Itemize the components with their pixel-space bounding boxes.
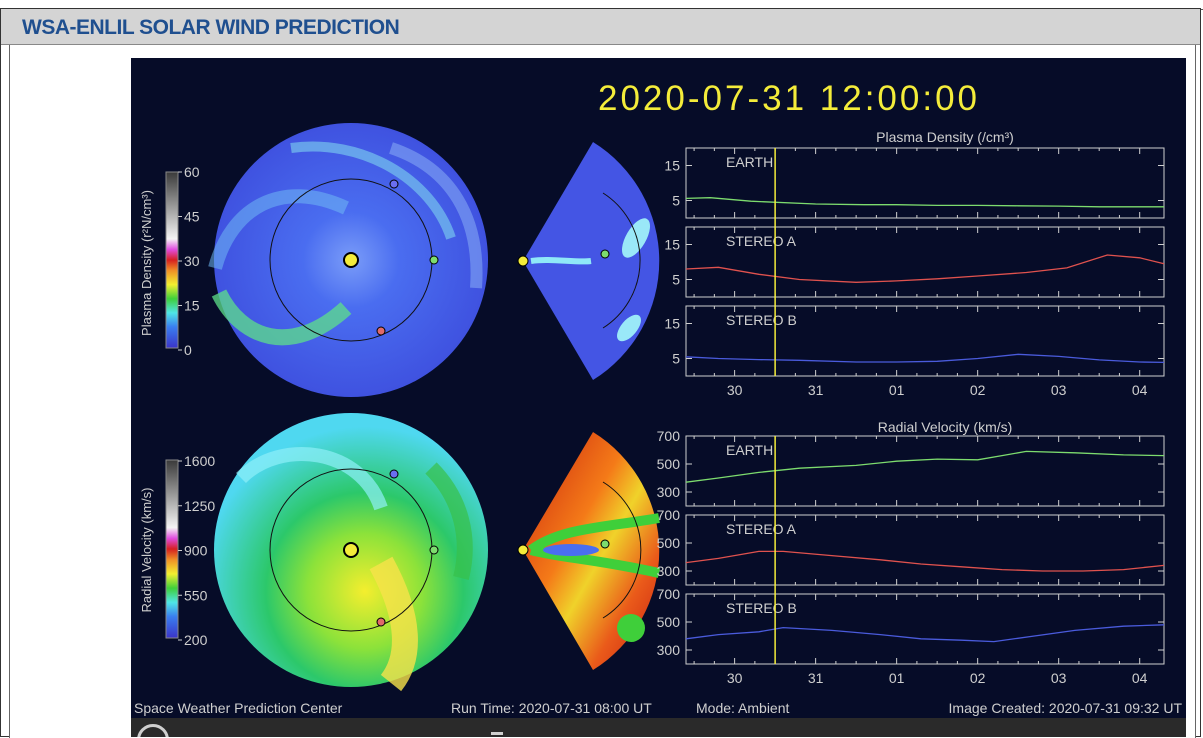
panel-title: WSA-ENLIL SOLAR WIND PREDICTION [22, 16, 400, 39]
series-name: EARTH [726, 154, 773, 170]
panel-frame [685, 514, 1165, 586]
panel-frame [685, 435, 1165, 507]
y-tick-label: 15 [664, 158, 680, 174]
series-name: STEREO B [726, 312, 797, 328]
y-tick-label: 300 [657, 484, 681, 500]
time-series-charts: Plasma Density (/cm³) 15 5 EARTH 15 5 STEREO A… [657, 129, 1165, 686]
colorbar-tick-label: 0 [184, 342, 192, 358]
footer-center: Space Weather Prediction Center [134, 700, 343, 716]
series-name: STEREO A [726, 233, 797, 249]
panel-frame [685, 226, 1165, 298]
stereo-a-marker [376, 326, 386, 336]
x-tick-label: 03 [1051, 670, 1067, 686]
footer-run-time: Run Time: 2020-07-31 08:00 UT [451, 700, 652, 716]
colorbar-tick-label: 60 [184, 164, 200, 180]
timestamp: 2020-07-31 12:00:00 [598, 79, 980, 118]
series-line [685, 254, 1165, 283]
y-tick-label: 5 [672, 272, 680, 288]
chart-title: Radial Velocity (km/s) [878, 419, 1013, 435]
velocity-colorbar-ticks: 1600 1250 900 550 200 [178, 453, 215, 648]
x-tick-label: 30 [727, 670, 743, 686]
sun-marker [343, 252, 359, 268]
x-tick-label: 04 [1132, 382, 1148, 398]
velocity-ecliptic-disc [214, 413, 488, 692]
x-tick-label: 03 [1051, 382, 1067, 398]
series-name: STEREO A [726, 521, 797, 537]
y-tick-label: 300 [657, 642, 681, 658]
player-controls [131, 718, 1186, 737]
colorbar-tick-label: 1250 [184, 498, 215, 514]
panel-frame [685, 305, 1165, 377]
density-ecliptic-disc [208, 123, 488, 397]
enlil-visualization: 2020-07-31 12:00:00 Plasma Density (r²N/… [134, 79, 1183, 716]
colorbar-tick-label: 550 [184, 587, 208, 603]
density-colorbar-ticks: 60 45 30 15 0 [178, 164, 200, 358]
y-tick-label: 700 [657, 507, 681, 523]
y-tick-label: 500 [657, 535, 681, 551]
y-tick-label: 5 [672, 193, 680, 209]
panel-frame [685, 593, 1165, 665]
colorbar-tick-label: 900 [184, 543, 208, 559]
stereo-b-marker [389, 179, 399, 189]
series-line [685, 353, 1165, 364]
footer-created: Image Created: 2020-07-31 09:32 UT [949, 700, 1183, 716]
colorbar-tick-label: 30 [184, 253, 200, 269]
y-tick-label: 500 [657, 614, 681, 630]
panel-header: WSA-ENLIL SOLAR WIND PREDICTION [1, 9, 1200, 45]
play-button[interactable] [137, 724, 169, 737]
series-name: STEREO B [726, 600, 797, 616]
colorbar-tick-label: 1600 [184, 453, 215, 469]
colorbar-tick-label: 200 [184, 632, 208, 648]
colorbar-tick-label: 15 [184, 298, 200, 314]
density-colorbar-label: Plasma Density (r²N/cm³) [139, 190, 154, 336]
earth-marker [429, 255, 439, 265]
x-tick-label: 04 [1132, 670, 1148, 686]
x-tick-label: 30 [727, 382, 743, 398]
panel-frame [685, 147, 1165, 219]
chart-title: Plasma Density (/cm³) [876, 129, 1014, 145]
footer-mode: Mode: Ambient [696, 700, 789, 716]
y-tick-label: 700 [657, 586, 681, 602]
density-colorbar [165, 171, 179, 349]
velocity-colorbar-label: Radial Velocity (km/s) [139, 488, 154, 613]
x-tick-label: 01 [889, 670, 905, 686]
x-tick-label: 02 [970, 670, 986, 686]
series-line [685, 550, 1165, 572]
chart-panel: 700 500 300 STEREO A [657, 507, 1165, 586]
x-tick-label: 31 [808, 382, 824, 398]
chart-panel: 700 500 300 EARTH [657, 428, 1165, 507]
y-tick-label: 700 [657, 428, 681, 444]
velocity-meridional-wedge [517, 432, 661, 670]
x-tick-label: 01 [889, 382, 905, 398]
y-tick-label: 15 [664, 316, 680, 332]
series-line [685, 197, 1164, 208]
series-line [685, 624, 1165, 643]
enlil-animation-frame: 2020-07-31 12:00:00 Plasma Density (r²N/… [131, 58, 1186, 737]
y-tick-label: 15 [664, 237, 680, 253]
series-line [685, 450, 1165, 483]
timeline-scrubber[interactable] [491, 732, 503, 735]
density-meridional-wedge [517, 142, 660, 380]
colorbar-tick-label: 45 [184, 209, 200, 225]
y-tick-label: 300 [657, 563, 681, 579]
chart-panel: 15 5 EARTH [664, 147, 1165, 219]
y-tick-label: 500 [657, 456, 681, 472]
x-tick-label: 02 [970, 382, 986, 398]
x-tick-label: 31 [808, 670, 824, 686]
velocity-colorbar [165, 459, 179, 639]
chart-panel: 15 5 STEREO A [664, 226, 1165, 298]
series-name: EARTH [726, 442, 773, 458]
y-tick-label: 5 [672, 351, 680, 367]
